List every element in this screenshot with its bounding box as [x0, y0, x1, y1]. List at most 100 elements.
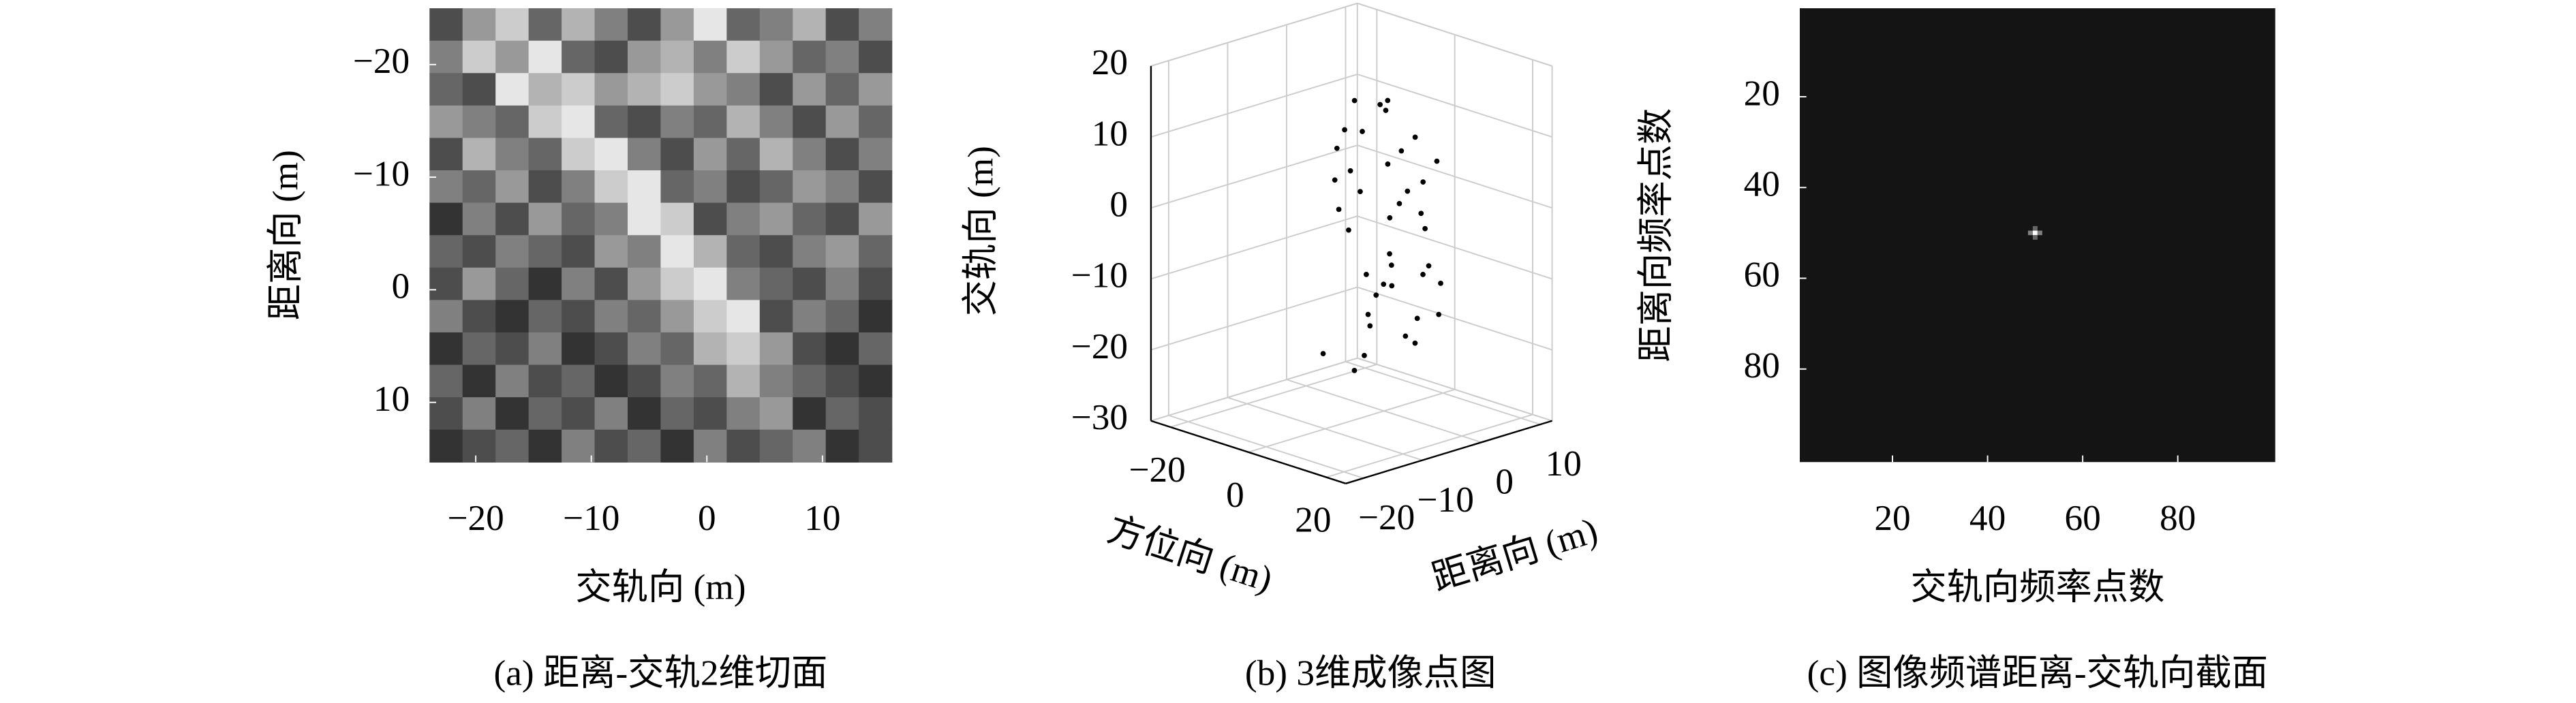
heatmap-cell	[462, 202, 496, 236]
heatmap-cell	[726, 364, 761, 398]
heatmap-cell	[660, 364, 694, 398]
heatmap-cell	[528, 397, 562, 431]
heatmap-cell	[793, 105, 827, 139]
caption: (a) 距离-交轨2维切面	[494, 653, 828, 693]
y-tick-label: 0	[1495, 462, 1514, 502]
point	[1346, 227, 1351, 233]
heatmap-cell	[660, 429, 694, 463]
y-tick-label: −10	[353, 153, 410, 193]
grid-line	[1248, 388, 1455, 453]
point	[1420, 179, 1426, 185]
heatmap-cell	[462, 40, 496, 74]
heatmap-cell	[495, 202, 530, 236]
z-tick-label: 0	[1109, 184, 1128, 224]
heatmap-cell	[726, 202, 761, 236]
heatmap-cell	[726, 332, 761, 366]
heatmap-cell	[660, 73, 694, 106]
heatmap-cell	[627, 202, 662, 236]
heatmap-cell	[627, 267, 662, 301]
grid-line	[1168, 414, 1364, 479]
heatmap-cell	[660, 138, 694, 171]
x-tick-label: 0	[1226, 475, 1244, 515]
point	[1342, 127, 1347, 133]
heatmap-cell	[562, 105, 596, 139]
point	[1320, 351, 1326, 356]
heatmap-cell	[594, 105, 628, 139]
point	[1381, 281, 1387, 287]
heatmap-cell	[759, 40, 793, 74]
heatmap-cell	[660, 40, 694, 74]
point	[1387, 251, 1392, 257]
heatmap-cell	[562, 300, 596, 333]
grid-line	[1357, 215, 1552, 280]
heatmap-cell	[825, 170, 859, 204]
axis-line	[1150, 420, 1347, 484]
x-tick-label: −10	[563, 498, 619, 538]
grid-line	[1150, 74, 1358, 138]
y-tick-label: 80	[1744, 345, 1780, 386]
heatmap-cell	[495, 8, 530, 42]
y-tick-label: 10	[1546, 443, 1582, 484]
heatmap-cell	[462, 364, 496, 398]
y-tick-label: −20	[1358, 497, 1415, 537]
heatmap-cell	[562, 397, 596, 431]
heatmap-cell	[859, 235, 893, 268]
heatmap-cell	[759, 267, 793, 301]
point	[1364, 271, 1369, 277]
heatmap-cell	[462, 73, 496, 106]
heatmap-cell	[693, 267, 728, 301]
point	[1385, 97, 1391, 104]
heatmap-cell	[759, 364, 793, 398]
heatmap-cell	[429, 332, 463, 366]
heatmap-cell	[462, 429, 496, 463]
heatmap-cell	[759, 138, 793, 171]
heatmap-cell	[726, 170, 761, 204]
point	[1365, 311, 1371, 317]
point	[1360, 129, 1365, 134]
heatmap-cell	[594, 429, 628, 463]
heatmap-cell	[793, 397, 827, 431]
heatmap-cell	[693, 8, 728, 42]
heatmap-cell	[759, 332, 793, 366]
heatmap-cell	[859, 73, 893, 106]
z-tick-label: −20	[1071, 326, 1128, 366]
heatmap-cell	[759, 235, 793, 268]
heatmap-cell	[793, 8, 827, 42]
z-tick-label: −30	[1071, 397, 1128, 437]
heatmap-cell	[793, 364, 827, 398]
heatmap-cell	[660, 267, 694, 301]
heatmap-cell	[759, 397, 793, 431]
heatmap-cell	[793, 300, 827, 333]
point	[1377, 101, 1383, 108]
heatmap-cell	[2032, 230, 2038, 236]
heatmap-cell	[528, 40, 562, 74]
heatmap-cell	[726, 73, 761, 106]
heatmap-cell	[660, 332, 694, 366]
heatmap-cell	[660, 300, 694, 333]
heatmap-cell	[495, 105, 530, 139]
heatmap-cell	[462, 332, 496, 366]
heatmap-cell	[594, 364, 628, 398]
heatmap-cell	[562, 138, 596, 171]
heatmap-cell	[859, 8, 893, 42]
point	[1412, 340, 1418, 346]
heatmap-cell	[495, 267, 530, 301]
heatmap-cell	[594, 40, 628, 74]
heatmap-cell	[825, 105, 859, 139]
heatmap-cell	[627, 429, 662, 463]
heatmap-cell	[429, 235, 463, 268]
heatmap-cell	[594, 300, 628, 333]
heatmap-cell	[627, 397, 662, 431]
heatmap-cell	[825, 235, 859, 268]
point	[1434, 158, 1440, 164]
heatmap-cell	[693, 332, 728, 366]
z-tick-label: 20	[1092, 42, 1128, 82]
z-axis-label: 交轨向 (m)	[960, 146, 1000, 316]
heatmap-cell	[495, 300, 530, 333]
x-tick-label: 20	[1295, 500, 1331, 540]
heatmap-cell	[495, 364, 530, 398]
point	[1438, 281, 1443, 286]
heatmap-cell	[693, 202, 728, 236]
heatmap-cell	[429, 364, 463, 398]
y-tick-label: 40	[1744, 163, 1780, 204]
